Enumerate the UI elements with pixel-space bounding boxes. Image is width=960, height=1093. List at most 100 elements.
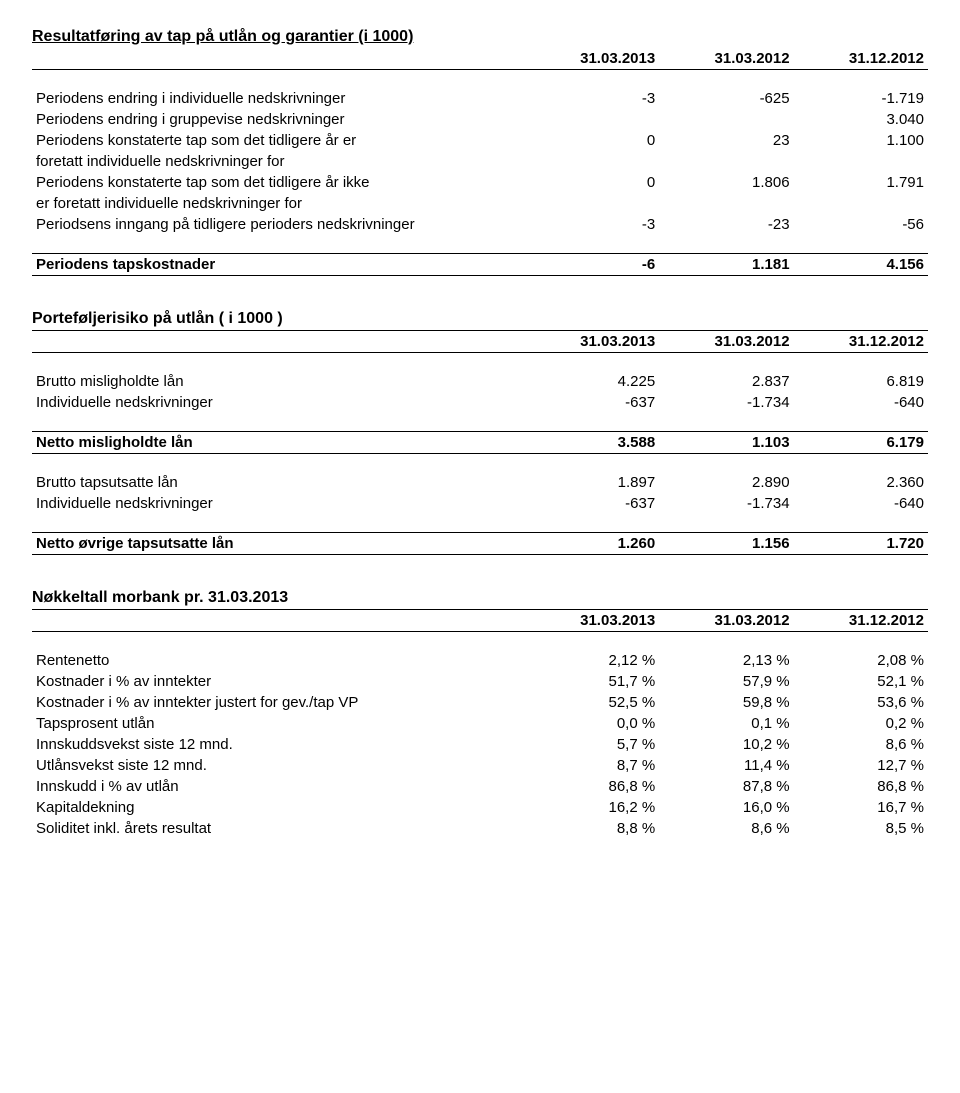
section1-v2: 23 [659, 130, 793, 151]
section1-v1 [525, 151, 659, 172]
section2-sub1-v3: 6.179 [794, 432, 928, 454]
section3-row: Kostnader i % av inntekter justert for g… [32, 692, 928, 713]
section2-title: Porteføljerisiko på utlån ( i 1000 ) [32, 310, 928, 328]
section2-sub2-v3: 1.720 [794, 533, 928, 555]
section1-v1 [525, 109, 659, 130]
section1-label: er foretatt individuelle nedskrivninger … [32, 193, 525, 214]
section1-v3: -1.719 [794, 88, 928, 109]
section2-sub2-label: Netto øvrige tapsutsatte lån [32, 533, 525, 555]
section3-v1: 2,12 % [525, 650, 659, 671]
section3-v2: 8,6 % [659, 818, 793, 839]
section2-header-1: 31.03.2013 [525, 331, 659, 353]
section3-v3: 16,7 % [794, 797, 928, 818]
section3-v2: 2,13 % [659, 650, 793, 671]
section3-label: Innskuddsvekst siste 12 mnd. [32, 734, 525, 755]
section1-label: Periodens endring i individuelle nedskri… [32, 88, 525, 109]
section2-group1-row: Individuelle nedskrivninger-637-1.734-64… [32, 392, 928, 413]
section1-table: 31.03.2013 31.03.2012 31.12.2012 Periode… [32, 48, 928, 276]
section3-v1: 52,5 % [525, 692, 659, 713]
section2-group2-label: Individuelle nedskrivninger [32, 493, 525, 514]
section3-v2: 16,0 % [659, 797, 793, 818]
section1-label: foretatt individuelle nedskrivninger for [32, 151, 525, 172]
section1-total-v2: 1.181 [659, 254, 793, 276]
section2-group1-v2: -1.734 [659, 392, 793, 413]
section1-label: Periodens endring i gruppevise nedskrivn… [32, 109, 525, 130]
section3-row: Innskuddsvekst siste 12 mnd.5,7 %10,2 %8… [32, 734, 928, 755]
section3-v3: 12,7 % [794, 755, 928, 776]
section3-table: 31.03.2013 31.03.2012 31.12.2012 Rentene… [32, 609, 928, 839]
section3-v1: 5,7 % [525, 734, 659, 755]
section1-header-2: 31.03.2012 [659, 48, 793, 69]
section2-sub1-v2: 1.103 [659, 432, 793, 454]
section3-v1: 8,8 % [525, 818, 659, 839]
section3-v2: 10,2 % [659, 734, 793, 755]
section1-total-label: Periodens tapskostnader [32, 254, 525, 276]
section2-subtotal1-row: Netto misligholdte lån 3.588 1.103 6.179 [32, 432, 928, 454]
section2-group2-row: Individuelle nedskrivninger-637-1.734-64… [32, 493, 928, 514]
section2-group1-v3: -640 [794, 392, 928, 413]
section1-v2: -625 [659, 88, 793, 109]
section2-group1-v3: 6.819 [794, 371, 928, 392]
section1-v2 [659, 193, 793, 214]
section3-row: Innskudd i % av utlån86,8 %87,8 %86,8 % [32, 776, 928, 797]
section3-v3: 86,8 % [794, 776, 928, 797]
section2-group2-v1: 1.897 [525, 472, 659, 493]
section2-header-row: 31.03.2013 31.03.2012 31.12.2012 [32, 331, 928, 353]
section3-v2: 59,8 % [659, 692, 793, 713]
section2-group1-v1: 4.225 [525, 371, 659, 392]
section1-row: er foretatt individuelle nedskrivninger … [32, 193, 928, 214]
section3-v1: 16,2 % [525, 797, 659, 818]
section3-label: Tapsprosent utlån [32, 713, 525, 734]
section3-label: Rentenetto [32, 650, 525, 671]
section1-v2 [659, 109, 793, 130]
section1-v3: 1.100 [794, 130, 928, 151]
section3-v3: 2,08 % [794, 650, 928, 671]
section3-header-2: 31.03.2012 [659, 610, 793, 632]
section2-sub1-v1: 3.588 [525, 432, 659, 454]
section3-row: Utlånsvekst siste 12 mnd.8,7 %11,4 %12,7… [32, 755, 928, 776]
section2-group2-v2: 2.890 [659, 472, 793, 493]
section3-label: Kapitaldekning [32, 797, 525, 818]
section3-row: Tapsprosent utlån0,0 %0,1 %0,2 % [32, 713, 928, 734]
section2-group1-v2: 2.837 [659, 371, 793, 392]
section3-v3: 0,2 % [794, 713, 928, 734]
section1-v1: -3 [525, 88, 659, 109]
section2-group2-v2: -1.734 [659, 493, 793, 514]
section1-v3: -56 [794, 214, 928, 235]
section2-sub1-label: Netto misligholdte lån [32, 432, 525, 454]
section1-v3 [794, 151, 928, 172]
section3-row: Kostnader i % av inntekter51,7 %57,9 %52… [32, 671, 928, 692]
section2-group2-v3: -640 [794, 493, 928, 514]
section2-group1-v1: -637 [525, 392, 659, 413]
section1-row: Periodens endring i individuelle nedskri… [32, 88, 928, 109]
section1-v3: 3.040 [794, 109, 928, 130]
section2-table: 31.03.2013 31.03.2012 31.12.2012 Brutto … [32, 330, 928, 555]
section2-group2-row: Brutto tapsutsatte lån1.8972.8902.360 [32, 472, 928, 493]
section3-v1: 86,8 % [525, 776, 659, 797]
section1-row: Periodens konstaterte tap som det tidlig… [32, 172, 928, 193]
section1-label: Periodens konstaterte tap som det tidlig… [32, 172, 525, 193]
section3-v3: 52,1 % [794, 671, 928, 692]
section1-total-v3: 4.156 [794, 254, 928, 276]
section3-v3: 8,5 % [794, 818, 928, 839]
section2-group2-v3: 2.360 [794, 472, 928, 493]
section1-row: Periodsens inngang på tidligere perioder… [32, 214, 928, 235]
section3-v2: 87,8 % [659, 776, 793, 797]
section3-label: Soliditet inkl. årets resultat [32, 818, 525, 839]
section1-row: Periodens konstaterte tap som det tidlig… [32, 130, 928, 151]
section1-v1: 0 [525, 172, 659, 193]
section2-group1-label: Individuelle nedskrivninger [32, 392, 525, 413]
section1-v1 [525, 193, 659, 214]
section3-label: Utlånsvekst siste 12 mnd. [32, 755, 525, 776]
section1-label: Periodens konstaterte tap som det tidlig… [32, 130, 525, 151]
section1-v3 [794, 193, 928, 214]
section1-title: Resultatføring av tap på utlån og garant… [32, 28, 928, 46]
section3-v3: 8,6 % [794, 734, 928, 755]
section3-v1: 8,7 % [525, 755, 659, 776]
section3-label: Kostnader i % av inntekter [32, 671, 525, 692]
section1-header-3: 31.12.2012 [794, 48, 928, 69]
section3-header-row: 31.03.2013 31.03.2012 31.12.2012 [32, 610, 928, 632]
section1-v2 [659, 151, 793, 172]
section2-group2-v1: -637 [525, 493, 659, 514]
section3-header-1: 31.03.2013 [525, 610, 659, 632]
